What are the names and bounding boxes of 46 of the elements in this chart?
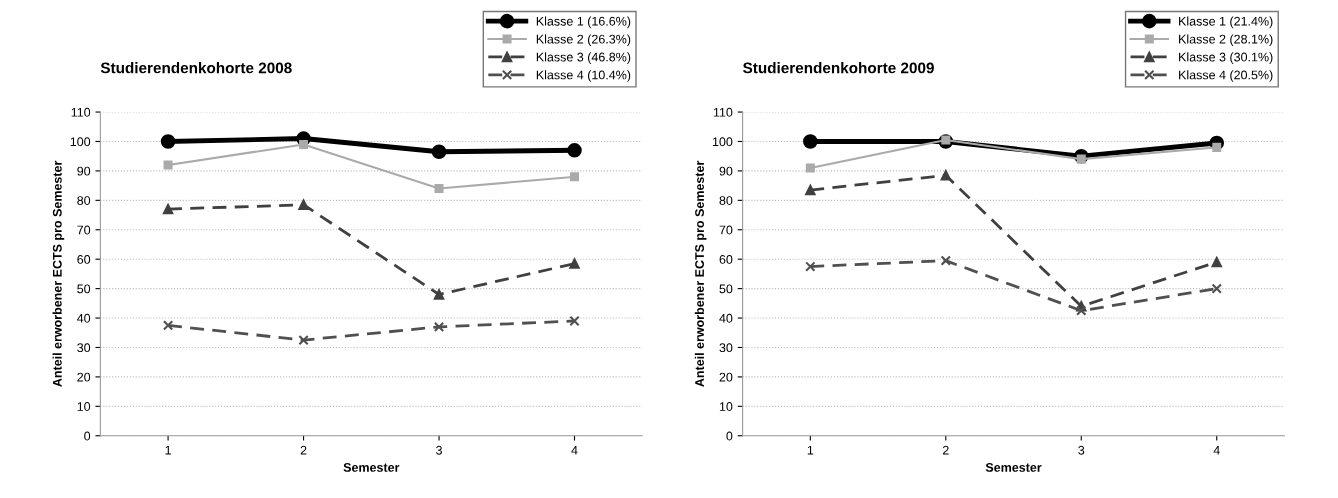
y-tick-label: 90 [719,166,733,176]
legend-label: Klasse 2 (26.3%) [536,34,631,47]
y-tick-label: 0 [84,431,91,441]
y-tick-label: 0 [726,431,733,441]
y-tick-label: 50 [719,284,733,294]
y-tick-label: 60 [719,254,733,264]
x-tick-label: 2 [942,445,949,455]
y-tick-label: 10 [719,402,733,411]
y-axis-title: Anteil erworbener ECTS pro Semester [52,160,65,387]
y-tick-label: 20 [719,372,733,382]
legend-label: Klasse 2 (28.1%) [1179,34,1273,47]
y-tick-label: 40 [77,313,91,323]
chart-title: Studierendenkohorte 2009 [743,62,934,74]
legend-label: Klasse 1 (21.4%) [1179,16,1273,29]
legend-label: Klasse 4 (20.5%) [1179,70,1273,82]
y-tick-label: 30 [719,343,733,353]
legend-label: Klasse 3 (46.8%) [536,52,631,64]
chart-title: Studierendenkohorte 2008 [100,62,292,74]
legend-label: Klasse 1 (16.6%) [536,16,631,29]
y-tick-label: 10 [77,402,91,411]
legend-label: Klasse 3 (30.1%) [1179,52,1273,64]
x-axis-title: Semester [343,463,400,472]
y-tick-label: 80 [719,196,733,205]
y-tick-label: 80 [77,196,91,205]
y-tick-label: 90 [77,166,91,176]
y-tick-label: 40 [719,313,733,323]
y-tick-label: 20 [77,372,91,382]
y-tick-label: 110 [713,107,733,117]
x-tick-label: 3 [1078,445,1085,455]
y-tick-label: 110 [71,107,91,117]
x-tick-label: 3 [436,445,442,455]
y-tick-label: 70 [77,225,91,235]
y-tick-label: 50 [77,284,91,294]
x-tick-label: 2 [300,445,307,455]
y-tick-label: 30 [77,343,91,353]
x-tick-label: 1 [807,445,814,455]
x-tick-label: 1 [165,445,171,455]
x-tick-label: 4 [1213,445,1220,455]
y-tick-label: 100 [70,137,91,147]
x-tick-label: 4 [571,445,578,455]
legend-label: Klasse 4 (10.4%) [536,70,631,82]
x-axis-title: Semester [985,463,1042,472]
y-tick-label: 60 [77,254,91,264]
y-axis-title: Anteil erworbener ECTS pro Semester [694,160,707,387]
y-tick-label: 70 [719,225,733,235]
y-tick-label: 100 [712,137,733,147]
